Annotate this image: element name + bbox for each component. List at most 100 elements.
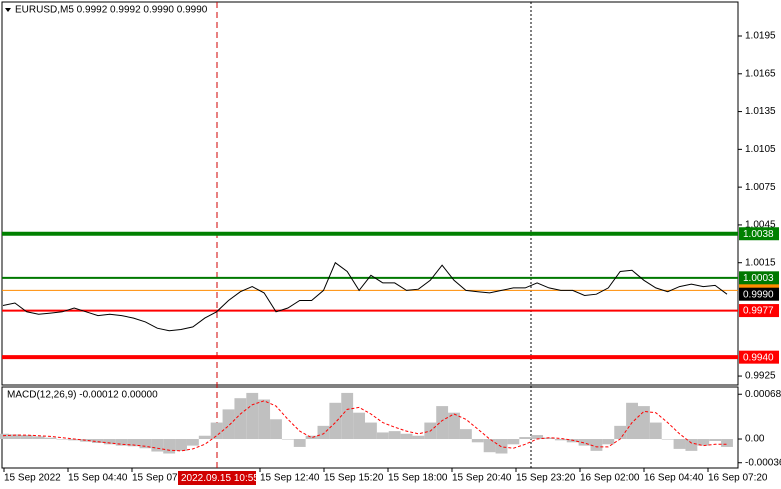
macd-bar <box>186 439 199 446</box>
x-tick-label: 15 Sep 23:20 <box>516 473 576 484</box>
macd-bar <box>80 439 93 442</box>
macd-bar <box>198 435 211 440</box>
macd-bar <box>697 439 710 446</box>
x-tick-label: 15 Sep 20:40 <box>452 473 512 484</box>
y-tick-label: 1.0015 <box>745 257 776 268</box>
macd-bar <box>317 425 330 440</box>
macd-bar <box>353 412 365 440</box>
x-tick-label: 15 Sep 2022 <box>4 473 61 484</box>
macd-bar <box>293 439 306 447</box>
macd-bar <box>543 437 555 440</box>
level-label: 0.9940 <box>743 352 774 363</box>
macd-bar <box>115 439 128 446</box>
x-tick-label: 15 Sep 07:20 <box>132 473 192 484</box>
macd-bar <box>32 436 45 440</box>
macd-bar <box>590 439 603 451</box>
macd-bar <box>281 439 294 440</box>
main-panel <box>1 1 739 386</box>
macd-title: MACD(12,26,9) -0.00012 0.00000 <box>7 390 158 401</box>
level-label: 0.9977 <box>743 306 774 317</box>
x-tick-label: 15 Sep 12:40 <box>260 473 320 484</box>
level-label: 1.0003 <box>743 273 774 284</box>
macd-bar <box>637 406 650 440</box>
macd-bar <box>92 439 104 443</box>
crosshair-label: 2022.09.15 10:55 <box>181 473 259 484</box>
macd-bar <box>436 406 449 440</box>
level-tag <box>739 350 779 364</box>
macd-bar <box>412 435 425 440</box>
macd-bar <box>103 439 116 445</box>
y-tick-label: 0.9925 <box>745 371 776 382</box>
macd-bar <box>649 422 662 440</box>
macd-bar <box>459 429 472 440</box>
macd-bar <box>483 439 496 453</box>
macd-bar <box>495 439 508 454</box>
macd-bar <box>56 439 69 440</box>
y-tick-label: 1.0075 <box>745 182 776 193</box>
macd-bar <box>388 431 401 440</box>
macd-panel <box>1 386 739 469</box>
x-tick-label: 15 Sep 18:00 <box>388 473 448 484</box>
level-tag <box>739 271 779 285</box>
macd-bar <box>554 439 567 441</box>
level-tag <box>739 304 779 318</box>
macd-bar <box>270 419 282 440</box>
macd-bar <box>602 439 615 445</box>
macd-signal <box>2 400 727 452</box>
macd-bar <box>139 439 152 449</box>
macd-bar <box>151 439 164 452</box>
macd-bar <box>673 439 686 449</box>
macd-bar <box>365 422 377 440</box>
macd-bar <box>246 392 259 440</box>
x-tick-label: 16 Sep 02:00 <box>580 473 640 484</box>
x-tick-label: 15 Sep 15:20 <box>324 473 384 484</box>
menu-arrow[interactable] <box>5 8 11 12</box>
macd-bar <box>471 439 484 443</box>
macd-bar <box>68 439 81 441</box>
x-tick-label: 15 Sep 04:40 <box>68 473 128 484</box>
macd-bar <box>8 434 21 440</box>
level-tag <box>739 227 779 241</box>
macd-bar <box>531 435 544 440</box>
macd-bar <box>175 439 187 451</box>
y-tick-label: 1.0045 <box>745 220 776 231</box>
macd-bar <box>448 412 460 440</box>
macd-bar <box>721 439 733 447</box>
level-label: 1.0038 <box>743 229 774 240</box>
macd-bar <box>626 402 638 440</box>
macd-bar <box>44 437 57 440</box>
macd-bar <box>400 433 413 440</box>
macd-bar <box>305 435 318 440</box>
last-price-tag <box>739 287 779 301</box>
price-line <box>2 261 728 332</box>
macd-bar <box>258 399 271 440</box>
macd-bar <box>341 392 354 440</box>
macd-bar <box>614 425 627 440</box>
macd-y-tick-label: 0.00068 <box>745 389 781 400</box>
chart-title: EURUSD,M5 0.9992 0.9992 0.9990 0.9990 <box>15 5 208 16</box>
macd-bar <box>163 439 176 454</box>
macd-bar <box>127 439 140 447</box>
macd-bar <box>222 409 235 440</box>
macd-y-tick-label: 0.00 <box>745 434 765 445</box>
marks: 1.01951.01651.01351.01051.00751.00451.00… <box>0 31 781 485</box>
macd-bar <box>661 439 674 440</box>
x-tick-label: 16 Sep 04:40 <box>644 473 704 484</box>
macd-bar <box>507 439 520 445</box>
macd-bar <box>0 433 9 440</box>
last-price-label: 0.9990 <box>743 289 774 300</box>
x-tick-label: 16 Sep 07:20 <box>708 473 768 484</box>
y-tick-label: 1.0195 <box>745 31 776 42</box>
macd-bar <box>210 422 223 440</box>
y-tick-label: 1.0105 <box>745 144 776 155</box>
macd-bar <box>20 435 33 440</box>
y-tick-label: 1.0165 <box>745 68 776 79</box>
macd-y-tick-label: -0.00036 <box>745 457 781 468</box>
crosshair-tag <box>178 471 256 485</box>
y-tick-label: 1.0135 <box>745 106 776 117</box>
macd-bar <box>685 439 698 451</box>
macd-bar <box>234 398 247 440</box>
macd-bar <box>519 437 532 440</box>
